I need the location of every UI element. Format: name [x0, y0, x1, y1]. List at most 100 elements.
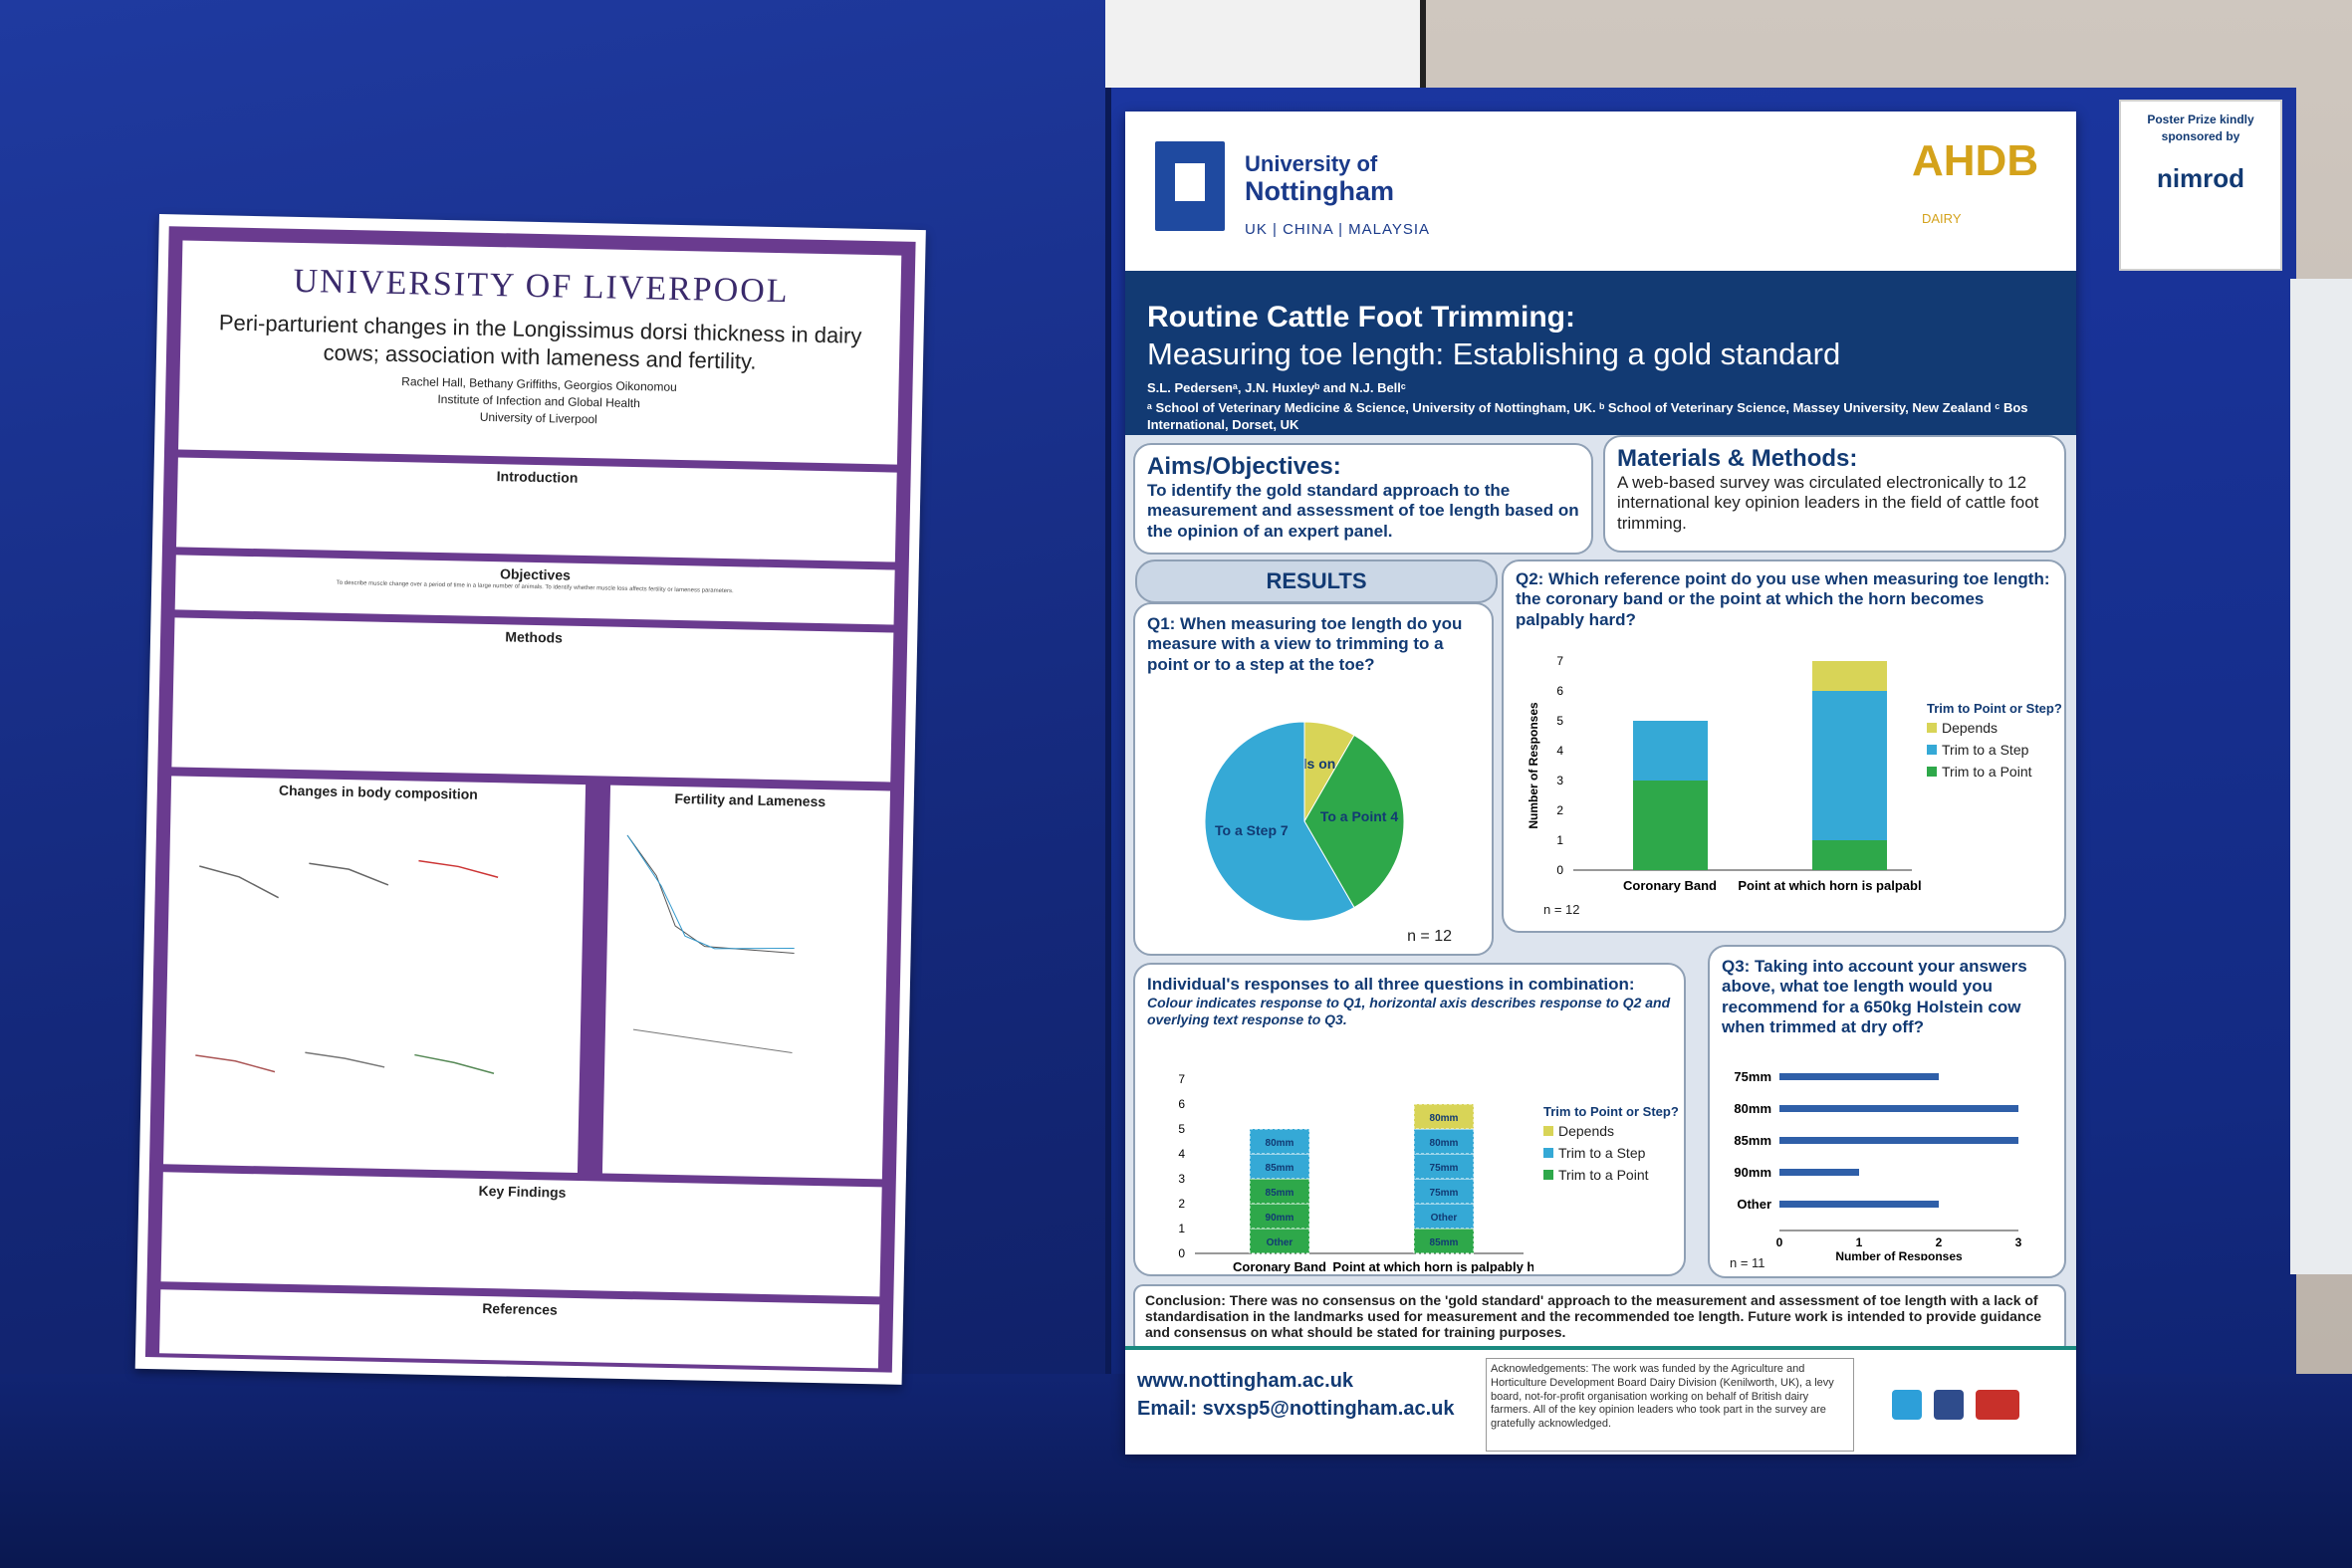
combo-bar-segment	[1413, 1203, 1475, 1230]
youtube-icon	[1976, 1390, 2019, 1420]
liverpool-logo: UNIVERSITY OF LIVERPOOL	[293, 262, 790, 311]
q3-category-label: Other	[1737, 1197, 1771, 1212]
q3-category-label: 85mm	[1734, 1133, 1771, 1148]
combo-segment-label: 75mm	[1430, 1188, 1459, 1199]
combo-bar-segment	[1249, 1153, 1310, 1180]
combo-bar-segment	[1249, 1228, 1310, 1254]
q2-sample-size: n = 12	[1543, 902, 1580, 917]
combo-tick-label: 1	[1178, 1222, 1185, 1235]
q3-bar-chart: 75mm 80mm 85mm 90mm Other 0 1 2 3 Number of Respo…	[1734, 1069, 2022, 1260]
combo-segment-label: 90mm	[1266, 1213, 1294, 1224]
q2-tick-label: 6	[1556, 684, 1563, 698]
liverpool-header: UNIVERSITY OF LIVERPOOL Peri-parturient …	[178, 240, 902, 465]
q2-tick-label: 1	[1556, 833, 1563, 847]
q2-text: Q2: Which reference point do you use whe…	[1516, 569, 2050, 629]
combo-tick-label: 4	[1178, 1147, 1185, 1161]
pie-label: To a Point 4	[1320, 808, 1399, 824]
q3-sample-size: n = 11	[1730, 1255, 1765, 1270]
combo-bar-segment	[1249, 1128, 1310, 1155]
poster-footer: www.nottingham.ac.uk Email: svxsp5@notti…	[1125, 1346, 2076, 1455]
acknowledgements: Acknowledgements: The work was funded by…	[1486, 1358, 1854, 1452]
combo-segment-label: Other	[1431, 1213, 1458, 1224]
key-findings-heading: Key Findings	[478, 1182, 567, 1201]
q3-bar	[1779, 1169, 1859, 1176]
combo-segment-label: Other	[1267, 1237, 1294, 1248]
references-heading: References	[482, 1300, 558, 1318]
q2-bar-segment	[1812, 840, 1887, 870]
q3-tick-label: 1	[1856, 1235, 1863, 1249]
ahdb-dairy: DAIRY	[1922, 211, 1962, 226]
q3-tick-label: 3	[2015, 1235, 2022, 1249]
poster-authors: S.L. Pedersenᵃ, J.N. Huxleyᵇ and N.J. Be…	[1147, 380, 1406, 395]
combo-bar-segment	[1249, 1178, 1310, 1205]
twitter-icon	[1892, 1390, 1922, 1420]
combo-segment-label: 85mm	[1266, 1163, 1294, 1174]
methods-heading: Methods	[505, 628, 564, 646]
q1-text: Q1: When measuring toe length do you mea…	[1147, 614, 1463, 674]
aims-text: To identify the gold standard approach t…	[1147, 481, 1579, 541]
q3-category-label: 80mm	[1734, 1101, 1771, 1116]
combo-segment-label: 80mm	[1430, 1138, 1459, 1149]
combo-bar-segment	[1413, 1103, 1475, 1130]
combo-tick-label: 3	[1178, 1172, 1185, 1186]
ahdb-logo: AHDB	[1912, 136, 2039, 185]
combo-bar-segment	[1249, 1203, 1310, 1230]
fertility-heading: Fertility and Lameness	[674, 789, 826, 810]
combination-card: Individual's responses to all three ques…	[1133, 963, 1686, 1276]
swatch-step	[1927, 744, 1937, 755]
castle-shield-icon	[1155, 141, 1225, 231]
introduction-heading: Introduction	[496, 468, 579, 486]
aims-card: Aims/Objectives: To identify the gold st…	[1133, 443, 1593, 555]
q2-bar-segment	[1812, 661, 1887, 691]
poster-affiliations: ᵃ School of Veterinary Medicine & Scienc…	[1147, 400, 2028, 432]
nottingham-header: University of Nottingham UK | CHINA | MA…	[1125, 112, 2076, 271]
combo-segment-label: 80mm	[1430, 1113, 1459, 1124]
methods-text: A web-based survey was circulated electr…	[1617, 473, 2039, 533]
sponsor-text: Poster Prize kindly sponsored by	[2147, 112, 2254, 143]
combo-bar-segment	[1413, 1128, 1475, 1155]
methods-card: Materials & Methods: A web-based survey …	[1603, 435, 2066, 553]
q3-category-label: 75mm	[1734, 1069, 1771, 1084]
q3-bar	[1779, 1201, 1939, 1208]
combination-legend: Trim to Point or Step? Depends Trim to a…	[1543, 1104, 1679, 1184]
q3-bar	[1779, 1073, 1939, 1080]
q2-y-label: Number of Responses	[1527, 702, 1540, 829]
fertility-graphs	[626, 834, 795, 1053]
liverpool-references: References	[159, 1289, 880, 1369]
combo-segment-label: 85mm	[1266, 1188, 1294, 1199]
combo-bar-segment	[1413, 1153, 1475, 1180]
liverpool-body-composition: Changes in body composition	[163, 776, 587, 1174]
q3-category-label: 90mm	[1734, 1165, 1771, 1180]
poster-subtitle: Measuring toe length: Establishing a gol…	[1147, 336, 1841, 371]
conclusion-card: Conclusion: There was no consensus on th…	[1133, 1284, 2066, 1354]
combo-tick-label: 0	[1178, 1246, 1185, 1260]
q2-bar-segment	[1633, 721, 1708, 781]
liverpool-objectives: Objectives To describe muscle change ove…	[174, 555, 895, 625]
q2-category-label: Point at which horn is palpably hard	[1738, 878, 1922, 893]
q1-pie-chart: Depends on claw 1To a Point 4To a Step 7	[1204, 721, 1405, 922]
q3-x-label: Number of Responses	[1835, 1249, 1963, 1260]
email-text: Email: svxsp5@nottingham.ac.uk	[1137, 1398, 1455, 1420]
q2-card: Q2: Which reference point do you use whe…	[1502, 560, 2066, 933]
q2-tick-label: 0	[1556, 863, 1563, 877]
aims-heading: Aims/Objectives:	[1147, 453, 1341, 480]
combo-segment-label: 85mm	[1430, 1237, 1459, 1248]
poster-body: Aims/Objectives: To identify the gold st…	[1125, 435, 2076, 1451]
swatch-point	[1927, 767, 1937, 778]
q2-bar-segment	[1812, 691, 1887, 840]
q2-tick-label: 3	[1556, 774, 1563, 787]
results-heading: RESULTS	[1135, 560, 1498, 603]
sponsor-card: Poster Prize kindly sponsored by nimrod	[2119, 100, 2282, 271]
pie-slice	[1303, 734, 1405, 909]
uon-campuses: UK | CHINA | MALAYSIA	[1245, 221, 1431, 238]
liverpool-introduction: Introduction	[175, 457, 897, 562]
q3-card: Q3: Taking into account your answers abo…	[1708, 945, 2066, 1278]
q2-tick-label: 7	[1556, 654, 1563, 668]
liverpool-methods: Methods	[171, 617, 894, 783]
title-band: Routine Cattle Foot Trimming: Measuring …	[1125, 271, 2076, 435]
pie-label: To a Step 7	[1215, 822, 1289, 838]
q2-stacked-bar-chart: 0 1 2 3 4 5 6 7 Number of Responses Coronary Band…	[1527, 654, 1922, 893]
website-link: www.nottingham.ac.uk	[1137, 1370, 1354, 1392]
liverpool-poster: UNIVERSITY OF LIVERPOOL Peri-parturient …	[134, 214, 926, 1385]
q3-bar	[1779, 1137, 2018, 1144]
